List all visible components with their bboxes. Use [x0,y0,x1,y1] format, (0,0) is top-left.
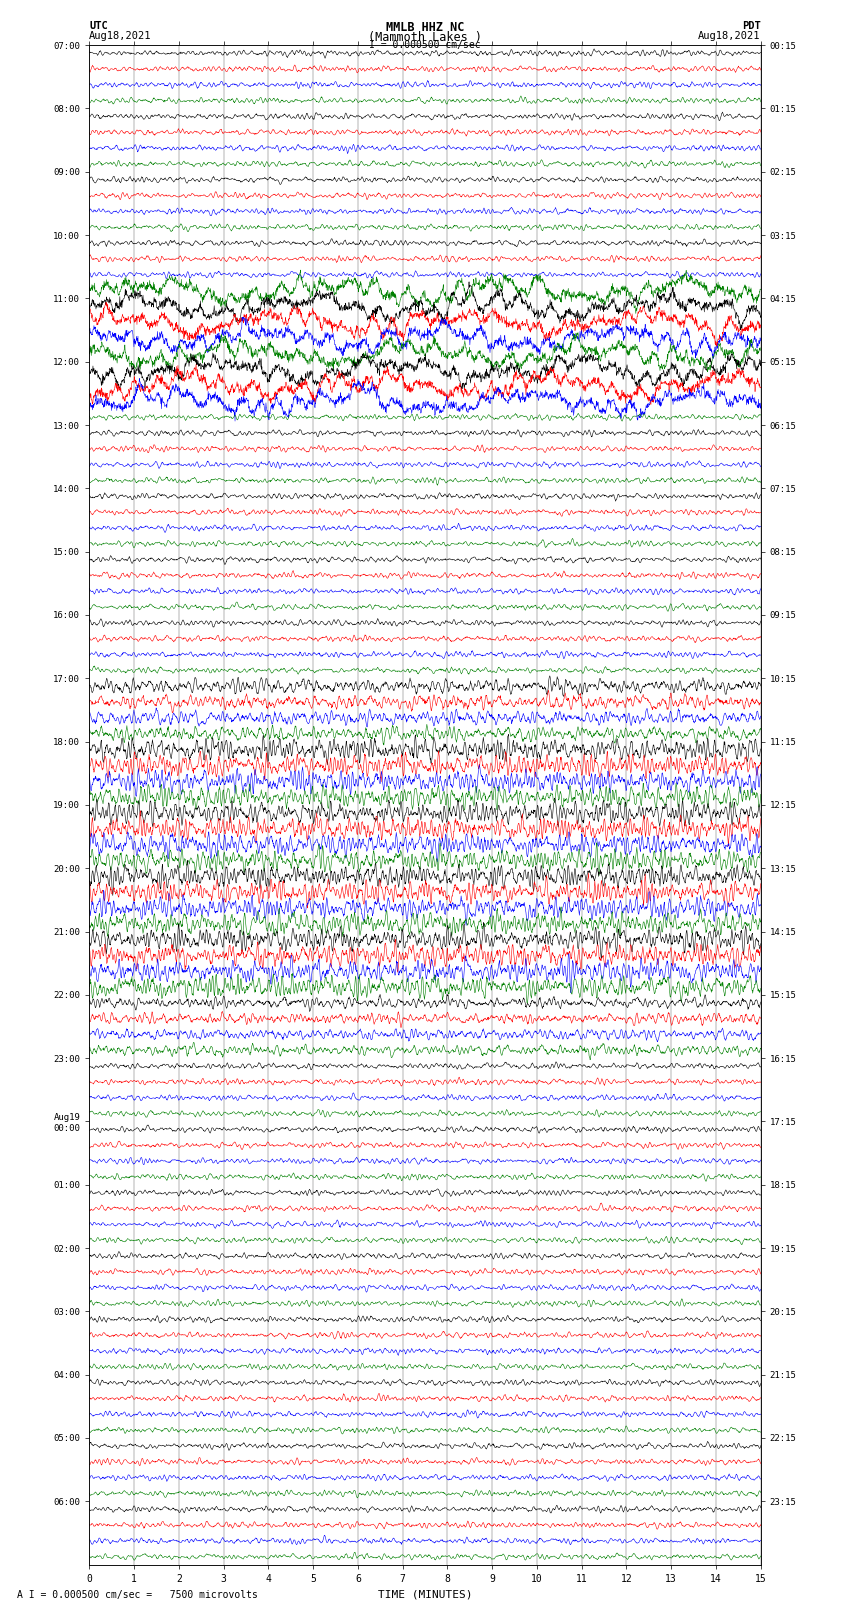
Text: MMLB HHZ NC: MMLB HHZ NC [386,21,464,34]
X-axis label: TIME (MINUTES): TIME (MINUTES) [377,1589,473,1598]
Text: Aug18,2021: Aug18,2021 [89,31,152,40]
Text: (Mammoth Lakes ): (Mammoth Lakes ) [368,31,482,44]
Text: PDT: PDT [742,21,761,31]
Text: UTC: UTC [89,21,108,31]
Text: I = 0.000500 cm/sec: I = 0.000500 cm/sec [369,40,481,50]
Text: A I = 0.000500 cm/sec =   7500 microvolts: A I = 0.000500 cm/sec = 7500 microvolts [17,1590,258,1600]
Text: Aug18,2021: Aug18,2021 [698,31,761,40]
